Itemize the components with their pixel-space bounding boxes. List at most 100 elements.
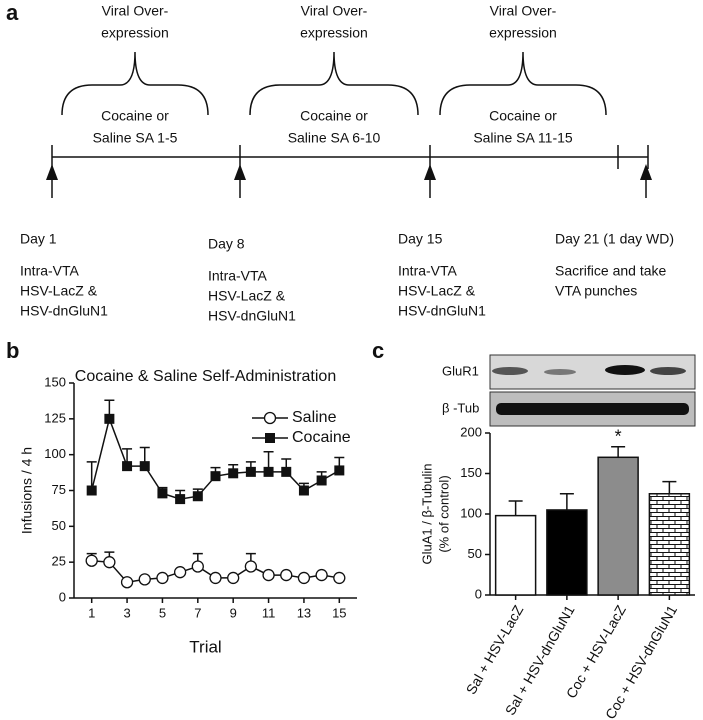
error-bar [559, 493, 574, 510]
y-axis-label: (% of control) [436, 475, 451, 552]
y-tick-label: 100 [44, 446, 66, 461]
x-tick-label: 3 [123, 605, 130, 620]
bar [494, 514, 537, 596]
phase-bottom: Cocaine or [101, 108, 169, 124]
brace [439, 51, 607, 116]
chart-title: Cocaine & Saline Self-Administration [75, 368, 336, 385]
day-label: Day 8 [208, 236, 245, 252]
day-note: HSV-dnGluN1 [20, 303, 108, 319]
y-tick-label: 125 [44, 410, 66, 425]
phase-top: Viral Over- [490, 3, 557, 19]
marker [103, 556, 116, 569]
error-bar [662, 480, 677, 494]
blot-band [492, 367, 528, 375]
significance-mark: * [615, 427, 622, 447]
arrow-head [640, 164, 652, 180]
panel-label: a [6, 0, 19, 25]
panel-label: b [6, 338, 19, 363]
marker [156, 571, 169, 585]
phase-top: Viral Over- [301, 3, 368, 19]
marker [191, 560, 204, 573]
marker [244, 560, 258, 573]
x-tick-label: 9 [230, 605, 237, 620]
phase-bottom: Saline SA 1-5 [93, 130, 178, 146]
marker [298, 485, 309, 496]
marker [122, 461, 133, 472]
y-tick-label: 200 [460, 424, 482, 439]
marker [192, 491, 203, 502]
marker [316, 475, 327, 486]
x-tick-label: 13 [297, 605, 311, 620]
marker [210, 471, 221, 482]
day-note: Intra-VTA [208, 268, 268, 284]
day-note: Sacrifice and take [555, 263, 666, 279]
phase-bottom: Saline SA 11-15 [473, 130, 573, 146]
blot-band [650, 367, 686, 375]
marker [209, 571, 222, 585]
marker [120, 576, 134, 589]
blot-label: GluR1 [442, 363, 479, 378]
day-note: HSV-LacZ & [398, 283, 476, 299]
marker [139, 461, 150, 472]
marker [175, 494, 186, 505]
error-bar [508, 500, 523, 516]
marker [297, 571, 311, 585]
panel-label: c [372, 338, 384, 363]
marker [280, 568, 293, 582]
phase-bottom: Cocaine or [300, 108, 368, 124]
brace [61, 51, 209, 116]
bar [546, 509, 588, 596]
day-label: Day 15 [398, 231, 443, 247]
marker [334, 465, 345, 476]
day-note: HSV-dnGluN1 [208, 308, 296, 324]
y-tick-label: 100 [460, 505, 482, 520]
day-note: Intra-VTA [20, 263, 80, 279]
day-note: Intra-VTA [398, 263, 458, 279]
legend-label: Cocaine [292, 429, 351, 446]
marker [85, 554, 98, 567]
marker [315, 568, 328, 582]
blot-band [544, 369, 576, 375]
y-axis-label: GluA1 / β-Tubulin [419, 464, 434, 565]
marker [245, 466, 256, 477]
y-tick-label: 50 [52, 518, 66, 533]
x-axis-label: Trial [189, 637, 221, 656]
marker [138, 573, 151, 586]
marker [263, 466, 274, 477]
marker [333, 571, 346, 585]
bar [648, 493, 691, 596]
phase-top: expression [489, 25, 557, 41]
arrow-head [234, 164, 246, 180]
phase-top: expression [101, 25, 169, 41]
phase-top: expression [300, 25, 368, 41]
x-tick-label: 1 [88, 605, 95, 620]
legend-marker [265, 433, 275, 443]
y-tick-label: 75 [52, 482, 66, 497]
phase-bottom: Saline SA 6-10 [288, 130, 381, 146]
y-axis-label: Infusions / 4 h [19, 447, 35, 534]
day-note: HSV-LacZ & [208, 288, 286, 304]
day-note: VTA punches [555, 283, 637, 299]
marker [281, 466, 292, 477]
x-tick-label: 5 [159, 605, 166, 620]
y-tick-label: 25 [52, 554, 66, 569]
phase-top: Viral Over- [102, 3, 169, 19]
x-tick-label: 15 [332, 605, 346, 620]
blot-band [496, 403, 689, 415]
day-label: Day 21 (1 day WD) [555, 231, 674, 247]
marker [262, 568, 275, 582]
brace [249, 51, 419, 116]
legend-marker [263, 411, 277, 425]
marker [173, 566, 187, 579]
y-tick-label: 0 [59, 589, 66, 604]
marker [228, 468, 239, 479]
day-note: HSV-LacZ & [20, 283, 98, 299]
x-tick-label: 7 [194, 605, 201, 620]
day-label: Day 1 [20, 231, 57, 247]
marker [104, 413, 115, 424]
error-bar [611, 446, 626, 458]
y-tick-label: 150 [44, 374, 66, 389]
x-tick-label: 11 [262, 605, 276, 620]
blot-label: β -Tub [442, 400, 479, 415]
